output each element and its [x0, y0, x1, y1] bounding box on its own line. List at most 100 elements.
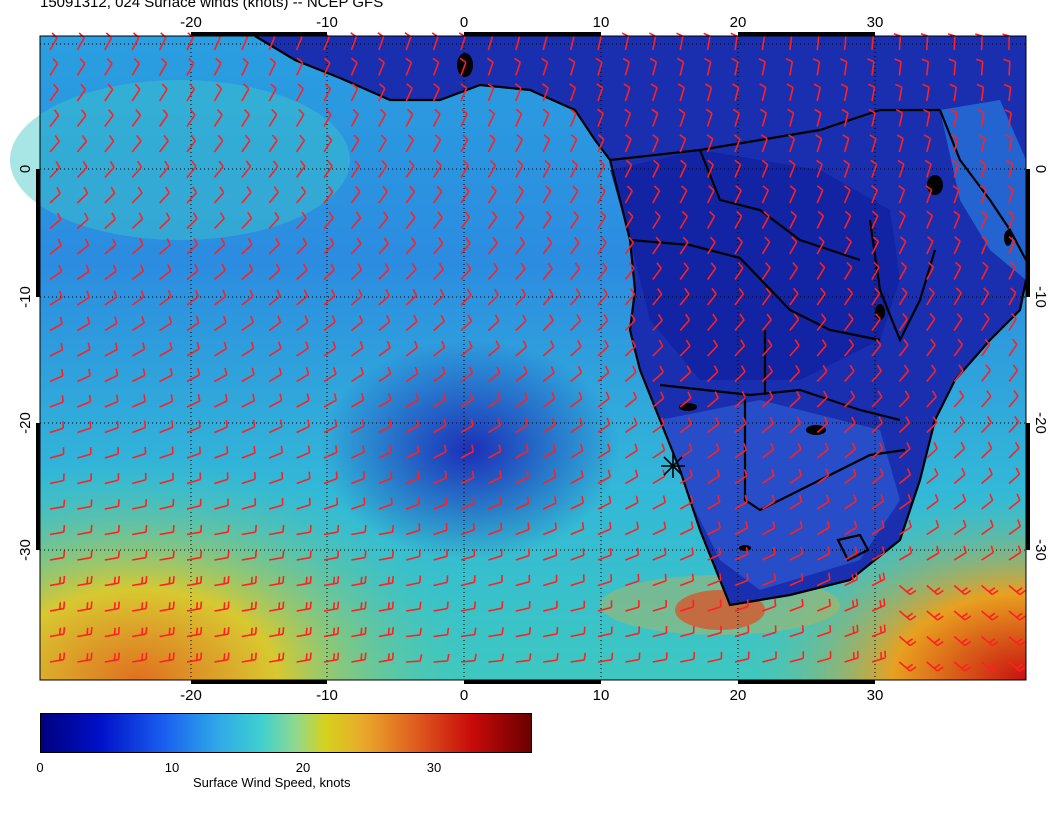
- wind-barb: [131, 290, 145, 306]
- wind-barb: [350, 289, 363, 306]
- wind-barb: [869, 134, 877, 153]
- wind-barb: [761, 262, 771, 280]
- wind-barb: [678, 108, 686, 127]
- wind-barb: [789, 416, 802, 434]
- wind-barb: [131, 238, 144, 255]
- wind-barb: [926, 210, 934, 229]
- wind-barb: [159, 238, 171, 255]
- wind-barb: [460, 444, 475, 459]
- wind-barb: [677, 57, 685, 76]
- wind-barb: [405, 418, 420, 434]
- wind-barb: [981, 545, 995, 561]
- wind-barb: [679, 495, 694, 510]
- wind-barb: [351, 652, 367, 663]
- wind-barb: [981, 493, 994, 510]
- wind-barb: [707, 417, 720, 434]
- wind-barb: [597, 600, 613, 612]
- wind-barb: [980, 210, 988, 229]
- wind-barb: [351, 627, 367, 638]
- wind-barb: [460, 627, 477, 638]
- wind-barb: [323, 550, 340, 561]
- wind-barb: [186, 472, 202, 485]
- wind-barb: [104, 576, 120, 587]
- wind-barb: [132, 499, 147, 510]
- wind-barb: [844, 468, 857, 485]
- wind-barb: [898, 661, 917, 672]
- wind-barb: [460, 237, 471, 255]
- wind-barb: [432, 237, 444, 255]
- wind-barb: [898, 390, 910, 408]
- wind-barb: [268, 186, 279, 204]
- wind-barb: [569, 83, 577, 102]
- wind-barb: [49, 57, 59, 76]
- wind-barb: [214, 525, 230, 536]
- wind-barb: [652, 313, 663, 332]
- wind-barb: [159, 420, 174, 434]
- wind-barb: [76, 32, 85, 51]
- wind-barb: [487, 108, 496, 127]
- wind-barb: [49, 368, 64, 383]
- wind-barb: [870, 159, 878, 178]
- wind-barb: [159, 342, 173, 357]
- wind-barb: [707, 391, 719, 408]
- wind-barb: [405, 523, 421, 536]
- wind-barb: [898, 610, 917, 621]
- lat-tick-label: -20: [17, 412, 34, 434]
- wind-barb: [241, 601, 257, 612]
- wind-barb: [706, 236, 716, 255]
- wind-barb: [679, 521, 694, 536]
- wind-barb: [707, 495, 721, 510]
- wind-barb: [268, 263, 281, 281]
- wind-barb: [816, 261, 826, 280]
- wind-barb: [652, 236, 662, 255]
- wind-barb: [624, 288, 636, 306]
- wind-barb: [76, 160, 88, 179]
- wind-barb: [378, 185, 388, 204]
- wind-barb: [1008, 519, 1022, 536]
- wind-barb: [406, 575, 422, 587]
- graticule: [40, 36, 1026, 680]
- wind-barb: [104, 290, 118, 306]
- lon-tick-label: 0: [460, 687, 468, 700]
- wind-barb: [433, 262, 444, 281]
- wind-barb: [871, 650, 887, 663]
- wind-barbs: [49, 32, 1026, 672]
- wind-barb: [652, 185, 661, 204]
- wind-barb: [323, 627, 340, 638]
- wind-barb: [460, 134, 469, 153]
- wind-barb: [844, 416, 856, 434]
- wind-barb: [296, 576, 312, 587]
- wind-barb: [1008, 261, 1016, 280]
- wind-barb: [896, 134, 904, 153]
- wind-barb: [679, 287, 690, 306]
- wind-barb: [842, 134, 850, 153]
- wind-barb: [705, 108, 713, 127]
- wind-barb: [898, 210, 906, 229]
- wind-barb: [49, 238, 62, 255]
- wind-barb: [679, 262, 690, 280]
- wind-barb: [49, 550, 66, 561]
- wind-barb: [975, 58, 984, 76]
- wind-barb: [406, 654, 423, 663]
- wind-barb: [351, 550, 367, 561]
- wind-barb: [978, 134, 986, 153]
- wind-barb: [761, 468, 775, 485]
- wind-barb: [49, 652, 66, 663]
- wind-barb: [405, 288, 418, 306]
- wind-barb: [898, 442, 911, 459]
- wind-barb: [898, 338, 909, 357]
- wind-barb: [241, 108, 250, 127]
- wind-barb: [241, 83, 250, 102]
- wind-barb: [652, 573, 667, 587]
- wind-barb: [734, 313, 745, 332]
- wind-barb: [213, 289, 227, 306]
- wind-barb: [1008, 287, 1017, 306]
- wind-barb: [871, 313, 881, 331]
- wind-barb: [241, 525, 257, 536]
- wind-barb: [921, 58, 930, 76]
- wind-barb: [569, 159, 578, 178]
- axis-bars: [36, 32, 1030, 684]
- wind-barb: [241, 160, 252, 178]
- wind-barb: [241, 550, 257, 561]
- wind-barb: [378, 525, 394, 536]
